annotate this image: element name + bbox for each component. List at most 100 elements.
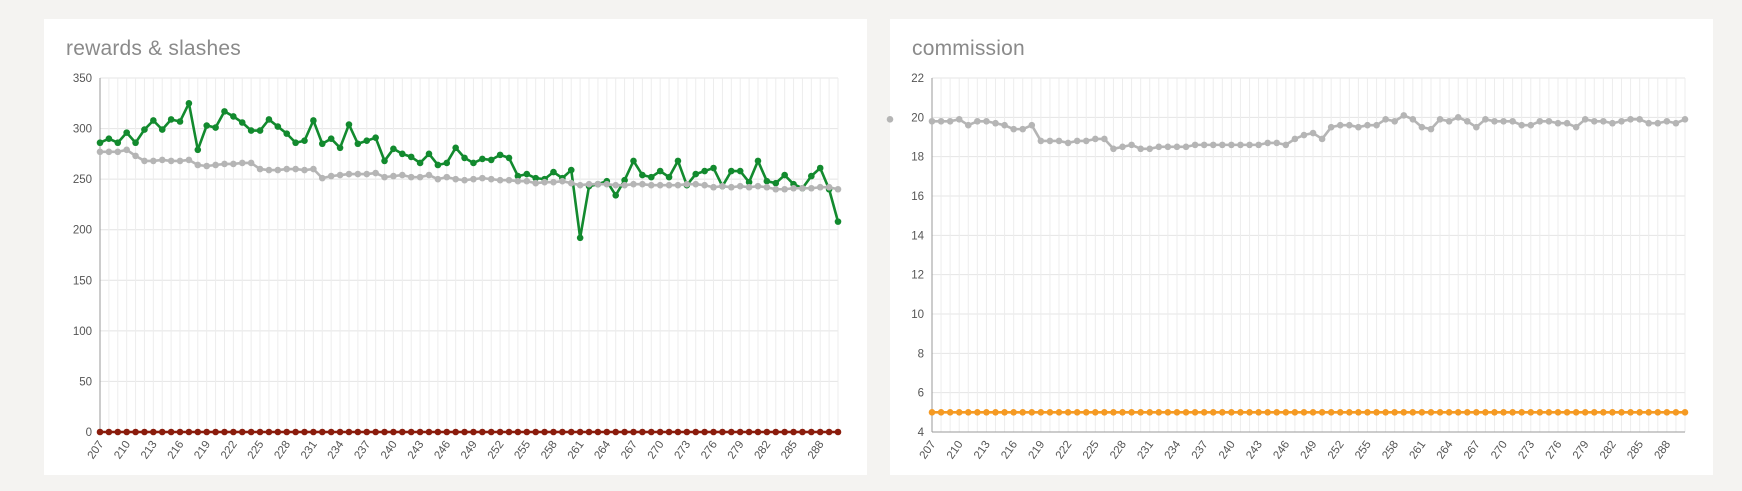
data-point[interactable] bbox=[496, 176, 504, 184]
data-point[interactable] bbox=[1509, 117, 1516, 125]
data-point[interactable] bbox=[1382, 409, 1389, 416]
data-point[interactable] bbox=[1355, 409, 1362, 416]
data-point[interactable] bbox=[1182, 409, 1190, 416]
data-point[interactable] bbox=[1373, 409, 1380, 416]
data-point[interactable] bbox=[1082, 137, 1090, 145]
data-point[interactable] bbox=[1228, 141, 1235, 149]
data-point[interactable] bbox=[1627, 409, 1634, 416]
data-point[interactable] bbox=[496, 428, 504, 436]
data-point[interactable] bbox=[461, 176, 468, 184]
data-point[interactable] bbox=[434, 161, 442, 169]
data-point[interactable] bbox=[1436, 409, 1444, 416]
data-point[interactable] bbox=[816, 183, 824, 191]
data-point[interactable] bbox=[399, 428, 406, 436]
data-point[interactable] bbox=[1300, 131, 1308, 139]
data-point[interactable] bbox=[834, 185, 842, 193]
data-point[interactable] bbox=[221, 160, 228, 168]
data-point[interactable] bbox=[1518, 121, 1525, 129]
data-point[interactable] bbox=[1110, 409, 1117, 416]
data-point[interactable] bbox=[665, 428, 673, 436]
data-point[interactable] bbox=[363, 137, 371, 145]
data-point[interactable] bbox=[772, 179, 780, 187]
data-point[interactable] bbox=[114, 139, 122, 147]
data-point[interactable] bbox=[585, 428, 593, 436]
data-point[interactable] bbox=[318, 140, 326, 148]
data-point[interactable] bbox=[514, 428, 522, 436]
data-point[interactable] bbox=[1663, 409, 1671, 416]
data-point[interactable] bbox=[576, 234, 584, 242]
data-point[interactable] bbox=[372, 169, 379, 177]
data-point[interactable] bbox=[763, 428, 771, 436]
data-point[interactable] bbox=[425, 171, 433, 179]
data-point[interactable] bbox=[532, 174, 539, 182]
data-point[interactable] bbox=[96, 428, 104, 436]
data-point[interactable] bbox=[1627, 116, 1634, 123]
data-point[interactable] bbox=[1473, 123, 1480, 131]
data-point[interactable] bbox=[1119, 143, 1126, 151]
data-point[interactable] bbox=[434, 428, 442, 436]
data-point[interactable] bbox=[1536, 117, 1544, 125]
data-point[interactable] bbox=[656, 428, 664, 436]
data-point[interactable] bbox=[992, 409, 999, 416]
data-point[interactable] bbox=[487, 175, 495, 183]
data-point[interactable] bbox=[487, 156, 495, 164]
data-point[interactable] bbox=[550, 428, 557, 436]
data-point[interactable] bbox=[158, 428, 166, 436]
data-point[interactable] bbox=[790, 428, 797, 436]
data-point[interactable] bbox=[1427, 125, 1435, 133]
data-point[interactable] bbox=[585, 180, 593, 188]
data-point[interactable] bbox=[203, 162, 210, 170]
data-point[interactable] bbox=[1654, 119, 1662, 127]
data-point[interactable] bbox=[1110, 145, 1117, 153]
data-point[interactable] bbox=[381, 428, 388, 436]
data-point[interactable] bbox=[194, 428, 202, 436]
data-point[interactable] bbox=[1400, 409, 1408, 416]
data-point[interactable] bbox=[532, 179, 539, 187]
data-point[interactable] bbox=[238, 159, 246, 167]
data-point[interactable] bbox=[808, 172, 815, 180]
data-point[interactable] bbox=[1473, 409, 1480, 416]
data-point[interactable] bbox=[1309, 409, 1317, 416]
data-point[interactable] bbox=[1237, 141, 1244, 149]
data-point[interactable] bbox=[763, 177, 771, 185]
data-point[interactable] bbox=[639, 180, 646, 188]
data-point[interactable] bbox=[1618, 117, 1625, 125]
data-point[interactable] bbox=[808, 184, 815, 192]
data-point[interactable] bbox=[763, 183, 771, 191]
data-point[interactable] bbox=[1264, 139, 1271, 147]
data-point[interactable] bbox=[105, 135, 113, 142]
data-point[interactable] bbox=[354, 428, 362, 436]
data-point[interactable] bbox=[1554, 409, 1562, 416]
data-point[interactable] bbox=[728, 167, 735, 175]
data-point[interactable] bbox=[390, 172, 397, 180]
data-point[interactable] bbox=[964, 121, 972, 129]
data-point[interactable] bbox=[754, 182, 762, 190]
data-point[interactable] bbox=[1209, 409, 1217, 416]
data-point[interactable] bbox=[674, 181, 682, 189]
data-point[interactable] bbox=[301, 428, 308, 436]
data-point[interactable] bbox=[523, 177, 531, 185]
data-point[interactable] bbox=[1064, 139, 1072, 147]
data-point[interactable] bbox=[745, 183, 753, 191]
data-point[interactable] bbox=[372, 134, 379, 141]
data-point[interactable] bbox=[736, 167, 744, 175]
data-point[interactable] bbox=[1318, 409, 1326, 416]
data-point[interactable] bbox=[781, 428, 788, 436]
data-point[interactable] bbox=[1209, 141, 1217, 149]
data-point[interactable] bbox=[141, 126, 148, 133]
data-point[interactable] bbox=[621, 181, 628, 189]
data-point[interactable] bbox=[719, 428, 726, 436]
data-point[interactable] bbox=[1427, 409, 1435, 416]
data-point[interactable] bbox=[1191, 141, 1199, 149]
data-point[interactable] bbox=[1454, 114, 1462, 121]
data-point[interactable] bbox=[345, 170, 353, 178]
data-point[interactable] bbox=[363, 428, 371, 436]
data-point[interactable] bbox=[1155, 409, 1163, 416]
data-point[interactable] bbox=[825, 183, 833, 191]
data-point[interactable] bbox=[559, 428, 566, 436]
data-point[interactable] bbox=[1482, 409, 1489, 416]
data-point[interactable] bbox=[1173, 409, 1181, 416]
data-point[interactable] bbox=[230, 428, 237, 436]
data-point[interactable] bbox=[1073, 409, 1081, 416]
data-point[interactable] bbox=[452, 144, 459, 152]
